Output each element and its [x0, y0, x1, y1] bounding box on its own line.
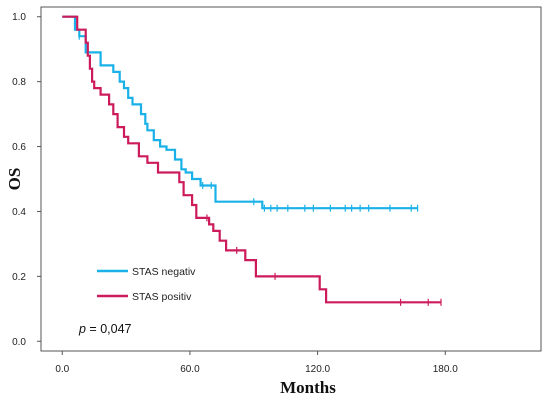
y-tick-label: 0.4 [12, 207, 26, 218]
y-tick-label: 1.0 [12, 12, 26, 23]
legend-label-stas-negativ: STAS negativ [132, 266, 196, 278]
legend-label-stas-positiv: STAS positiv [132, 291, 192, 303]
plot-frame [40, 6, 542, 352]
y-tick-label: 0.0 [12, 337, 26, 348]
series-stas-negativ [62, 15, 419, 212]
survival-curve-stas-negativ [62, 15, 418, 210]
y-tick-label: 0.8 [12, 77, 26, 88]
x-axis-ticks: 0.0 60.0 120.0 180.0 [55, 351, 458, 375]
y-tick-label: 0.6 [12, 142, 26, 153]
series-layer [62, 15, 442, 306]
x-tick-label: 180.0 [433, 364, 458, 375]
legend: STAS negativ STAS positiv [97, 266, 196, 303]
survival-curve-stas-positiv [62, 15, 441, 304]
series-stas-positiv [62, 15, 442, 306]
x-tick-label: 60.0 [180, 364, 200, 375]
x-tick-label: 0.0 [55, 364, 69, 375]
y-tick-label: 0.2 [12, 272, 26, 283]
y-axis-ticks: 0.0 0.2 0.4 0.6 0.8 1.0 [12, 12, 41, 348]
x-axis-title: Months [280, 378, 336, 397]
x-tick-label: 120.0 [305, 364, 330, 375]
p-value-number: = 0,047 [86, 322, 132, 336]
y-axis-title: OS [5, 168, 24, 191]
p-value-annotation: p = 0,047 [78, 322, 132, 336]
p-value-symbol: p [78, 322, 86, 336]
